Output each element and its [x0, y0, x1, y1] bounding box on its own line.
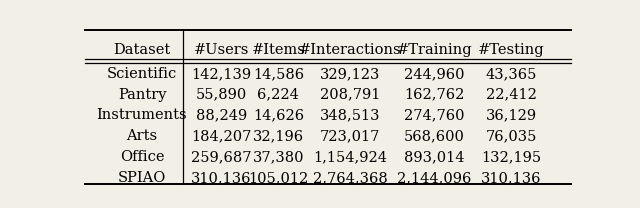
Text: Office: Office	[120, 150, 164, 164]
Text: 6,224: 6,224	[257, 88, 300, 102]
Text: #Users: #Users	[194, 43, 249, 57]
Text: Instruments: Instruments	[97, 108, 188, 123]
Text: Dataset: Dataset	[113, 43, 171, 57]
Text: #Items: #Items	[252, 43, 305, 57]
Text: 329,123: 329,123	[320, 67, 381, 81]
Text: #Training: #Training	[397, 43, 472, 57]
Text: #Testing: #Testing	[478, 43, 545, 57]
Text: 43,365: 43,365	[486, 67, 537, 81]
Text: 14,626: 14,626	[253, 108, 304, 123]
Text: 348,513: 348,513	[320, 108, 381, 123]
Text: 76,035: 76,035	[486, 129, 537, 143]
Text: 244,960: 244,960	[404, 67, 465, 81]
Text: 32,196: 32,196	[253, 129, 304, 143]
Text: 2,144,096: 2,144,096	[397, 171, 472, 185]
Text: Pantry: Pantry	[118, 88, 166, 102]
Text: 893,014: 893,014	[404, 150, 465, 164]
Text: 310,136: 310,136	[481, 171, 542, 185]
Text: Scientific: Scientific	[107, 67, 177, 81]
Text: 162,762: 162,762	[404, 88, 465, 102]
Text: 37,380: 37,380	[253, 150, 304, 164]
Text: 132,195: 132,195	[481, 150, 541, 164]
Text: 184,207: 184,207	[191, 129, 252, 143]
Text: 36,129: 36,129	[486, 108, 537, 123]
Text: 142,139: 142,139	[191, 67, 252, 81]
Text: Arts: Arts	[127, 129, 157, 143]
Text: 274,760: 274,760	[404, 108, 465, 123]
Text: 723,017: 723,017	[320, 129, 381, 143]
Text: 310,136: 310,136	[191, 171, 252, 185]
Text: 208,791: 208,791	[320, 88, 381, 102]
Text: 55,890: 55,890	[196, 88, 247, 102]
Text: 14,586: 14,586	[253, 67, 304, 81]
Text: 22,412: 22,412	[486, 88, 537, 102]
Text: #Interactions: #Interactions	[299, 43, 402, 57]
Text: 1,154,924: 1,154,924	[314, 150, 387, 164]
Text: SPIAO: SPIAO	[118, 171, 166, 185]
Text: 259,687: 259,687	[191, 150, 252, 164]
Text: 105,012: 105,012	[248, 171, 308, 185]
Text: 568,600: 568,600	[404, 129, 465, 143]
Text: 88,249: 88,249	[196, 108, 247, 123]
Text: 2,764,368: 2,764,368	[313, 171, 388, 185]
